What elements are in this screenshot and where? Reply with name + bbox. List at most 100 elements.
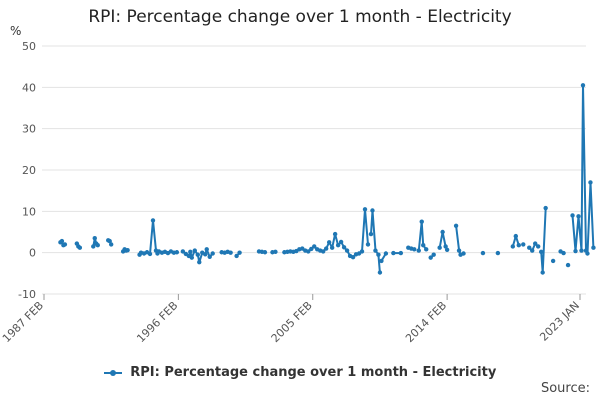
- data-point: [344, 248, 350, 253]
- data-point: [419, 219, 424, 224]
- y-tick-label: 40: [22, 81, 36, 94]
- data-point: [412, 247, 417, 252]
- data-point: [533, 241, 538, 246]
- series-line: [571, 84, 595, 255]
- data-point: [444, 247, 450, 252]
- data-point: [421, 243, 426, 248]
- data-point: [180, 249, 186, 254]
- data-point: [350, 255, 356, 260]
- data-point: [543, 205, 548, 211]
- y-tick-label: 50: [22, 40, 36, 53]
- data-point: [373, 248, 378, 253]
- data-point: [192, 248, 197, 253]
- data-point: [391, 250, 396, 256]
- data-point: [125, 247, 130, 253]
- data-point: [580, 83, 586, 88]
- data-point: [309, 246, 314, 252]
- data-point: [538, 249, 544, 255]
- legend-label: RPI: Percentage change over 1 month - El…: [130, 365, 497, 380]
- data-point: [510, 244, 516, 249]
- data-point: [550, 258, 556, 264]
- data-point: [570, 213, 575, 218]
- data-point: [323, 246, 329, 251]
- series-layer: [58, 83, 596, 275]
- y-axis-unit: %: [10, 24, 22, 38]
- y-tick-label: 20: [22, 164, 36, 177]
- data-point: [527, 245, 532, 250]
- series-line: [370, 209, 381, 273]
- data-point: [147, 251, 153, 257]
- data-point: [237, 250, 242, 255]
- data-point: [585, 251, 590, 256]
- data-point: [368, 231, 374, 237]
- data-point: [453, 223, 459, 228]
- data-point: [456, 248, 462, 253]
- data-point: [174, 250, 180, 255]
- data-point: [495, 250, 501, 256]
- series-line: [417, 220, 428, 251]
- data-point: [108, 242, 114, 247]
- data-point: [195, 252, 200, 257]
- data-point: [530, 248, 535, 253]
- data-point: [312, 244, 317, 249]
- data-point: [576, 214, 581, 219]
- data-point: [370, 208, 375, 213]
- x-tick-label: 1996 FEB: [134, 299, 180, 345]
- chart-title: RPI: Percentage change over 1 month - El…: [88, 7, 512, 27]
- data-point: [77, 245, 83, 250]
- data-point: [91, 244, 96, 249]
- data-point: [362, 207, 368, 212]
- data-point: [379, 258, 384, 264]
- gridlines: [42, 45, 586, 295]
- data-point: [398, 250, 404, 256]
- data-point: [338, 239, 344, 245]
- data-point: [326, 240, 332, 245]
- data-point: [210, 251, 215, 256]
- data-point: [189, 255, 195, 260]
- data-point: [150, 218, 156, 223]
- data-point: [431, 252, 436, 257]
- data-point: [461, 251, 466, 256]
- data-point: [335, 243, 341, 248]
- data-point: [521, 242, 526, 247]
- x-axis-ticks: 1987 FEB 1996 FEB 2005 FEB 2014 FEB 2023 JAN: [0, 294, 582, 345]
- data-point: [565, 262, 571, 268]
- data-point: [234, 253, 239, 259]
- y-tick-label: 30: [22, 123, 36, 136]
- data-point: [535, 244, 541, 249]
- source-label: Source:: [540, 381, 590, 396]
- data-point: [59, 238, 65, 244]
- x-tick-label: 2005 FEB: [269, 299, 315, 345]
- data-point: [92, 236, 97, 241]
- data-point: [376, 252, 381, 257]
- data-point: [365, 242, 371, 247]
- data-point: [561, 250, 566, 256]
- x-tick-label: 1987 FEB: [0, 299, 46, 345]
- legend[interactable]: RPI: Percentage change over 1 month - El…: [0, 365, 600, 380]
- y-tick-label: 10: [22, 205, 36, 218]
- data-point: [306, 249, 311, 254]
- y-axis-ticks: 50 40 30 20 10 0 -10: [18, 40, 36, 301]
- y-tick-label: 0: [29, 247, 36, 260]
- data-point: [203, 252, 208, 257]
- data-point: [416, 248, 421, 253]
- data-point: [437, 245, 442, 250]
- series-line: [358, 208, 369, 255]
- data-point: [443, 244, 448, 249]
- data-point: [341, 245, 347, 250]
- data-point: [207, 254, 212, 259]
- x-tick-label: 2023 JAN: [537, 299, 582, 344]
- data-point: [516, 243, 521, 248]
- data-point: [228, 250, 233, 255]
- data-point: [540, 270, 545, 275]
- data-point: [188, 249, 193, 255]
- data-point: [480, 250, 486, 256]
- data-point: [320, 249, 326, 254]
- data-point: [579, 248, 584, 253]
- data-point: [204, 247, 209, 252]
- legend-swatch-icon: [103, 368, 122, 378]
- series-line: [540, 207, 547, 274]
- data-point: [377, 270, 383, 275]
- data-point: [359, 249, 365, 254]
